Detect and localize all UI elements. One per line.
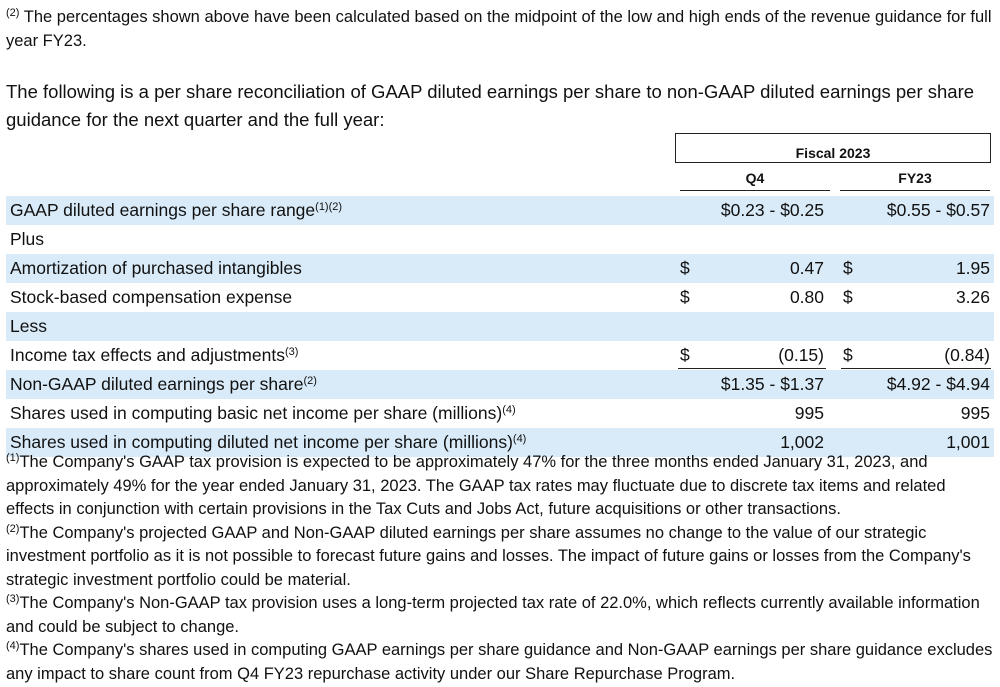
q4-value: 0.47 (789, 258, 824, 278)
row-label: Non-GAAP diluted earnings per share(2) (10, 370, 317, 399)
label-text: Amortization of purchased intangibles (10, 258, 302, 278)
label-text: GAAP diluted earnings per share range (10, 200, 316, 220)
column-header: Q4 (680, 170, 830, 191)
intro-text: The following is a per share reconciliat… (6, 81, 975, 130)
footnote: (2)The Company's projected GAAP and Non-… (6, 522, 994, 593)
q4-value: $0.23 - $0.25 (720, 200, 824, 220)
label-text: Shares used in computing basic net incom… (10, 403, 503, 423)
label-text: Less (10, 316, 47, 336)
top-footnote: (2) The percentages shown above have bee… (6, 6, 994, 53)
footnote: (4)The Company's shares used in computin… (6, 639, 994, 686)
row-label: Plus (10, 225, 44, 254)
footnote-marker: (2) (6, 7, 20, 19)
footnote-ref: (2) (303, 375, 317, 387)
footnote-text: The Company's shares used in computing G… (6, 641, 993, 683)
footnote-marker: (2) (6, 522, 20, 535)
footnotes: (1)The Company's GAAP tax provision is e… (6, 451, 994, 686)
footnote-text: The Company's Non-GAAP tax provision use… (6, 594, 980, 636)
currency: $ (843, 345, 853, 365)
fy23-value: $4.92 - $4.94 (886, 374, 990, 394)
row-label: Shares used in computing basic net incom… (10, 399, 516, 428)
row-label: GAAP diluted earnings per share range(1)… (10, 196, 342, 225)
fy23-value: (0.84) (944, 345, 990, 365)
row-label: Income tax effects and adjustments(3) (10, 341, 298, 370)
footnote-ref: (1)(2) (315, 201, 343, 213)
fy23-value: 995 (960, 403, 990, 423)
table-row: Shares used in computing diluted net inc… (6, 428, 994, 457)
currency: $ (680, 287, 690, 307)
row-label: Less (10, 312, 47, 341)
label-text: Shares used in computing diluted net inc… (10, 432, 513, 452)
table-row: Amortization of purchased intangibles $0.… (6, 254, 994, 283)
footnote-text: The Company's GAAP tax provision is expe… (6, 453, 946, 518)
table-row: Less (6, 312, 994, 341)
footnote: (3)The Company's Non-GAAP tax provision … (6, 592, 994, 639)
footnote: (1)The Company's GAAP tax provision is e… (6, 451, 994, 522)
q4-value: 995 (794, 403, 824, 423)
fy23-value: 1.95 (955, 258, 990, 278)
q4-value: 0.80 (789, 287, 824, 307)
footnote-ref: (4) (502, 404, 516, 416)
q4-value: (0.15) (778, 345, 824, 365)
currency: $ (680, 258, 690, 278)
label-text: Stock-based compensation expense (10, 287, 293, 307)
footnote-marker: (4) (6, 640, 20, 652)
row-label: Shares used in computing diluted net inc… (10, 428, 526, 457)
footnote-marker: (1) (6, 452, 20, 464)
fy23-value: 1,001 (946, 432, 990, 452)
row-label: Stock-based compensation expense (10, 283, 292, 312)
currency: $ (680, 345, 690, 365)
footnote-ref: (4) (512, 433, 527, 445)
footnote-text: The Company's projected GAAP and Non-GAA… (6, 523, 971, 589)
fy23-value: $0.55 - $0.57 (886, 200, 990, 220)
currency: $ (843, 258, 853, 278)
row-label: Amortization of purchased intangibles (10, 254, 302, 283)
footnote-text: The percentages shown above have been ca… (6, 8, 992, 50)
underline (841, 368, 991, 369)
footnote-ref: (3) (284, 346, 299, 358)
table-row: Stock-based compensation expense $0.80 $3.… (6, 283, 994, 312)
q4-value: $1.35 - $1.37 (720, 374, 824, 394)
label-text: Non-GAAP diluted earnings per share (10, 374, 304, 394)
q4-value: 1,002 (780, 432, 824, 452)
fy23-value: 3.26 (955, 287, 990, 307)
underline (678, 368, 826, 369)
table-row: Non-GAAP diluted earnings per share(2) $1… (6, 370, 994, 399)
table-row: Income tax effects and adjustments(3) $ (0… (6, 341, 994, 370)
table-row: Plus (6, 225, 994, 254)
column-header: FY23 (840, 170, 990, 191)
group-header: Fiscal 2023 (675, 133, 991, 163)
label-text: Income tax effects and adjustments (10, 345, 285, 365)
table-row: GAAP diluted earnings per share range(1)… (6, 196, 994, 225)
table-body: GAAP diluted earnings per share range(1)… (6, 196, 994, 457)
label-text: Plus (10, 229, 45, 249)
table-row: Shares used in computing basic net incom… (6, 399, 994, 428)
footnote-marker: (3) (6, 593, 20, 605)
currency: $ (843, 287, 853, 307)
